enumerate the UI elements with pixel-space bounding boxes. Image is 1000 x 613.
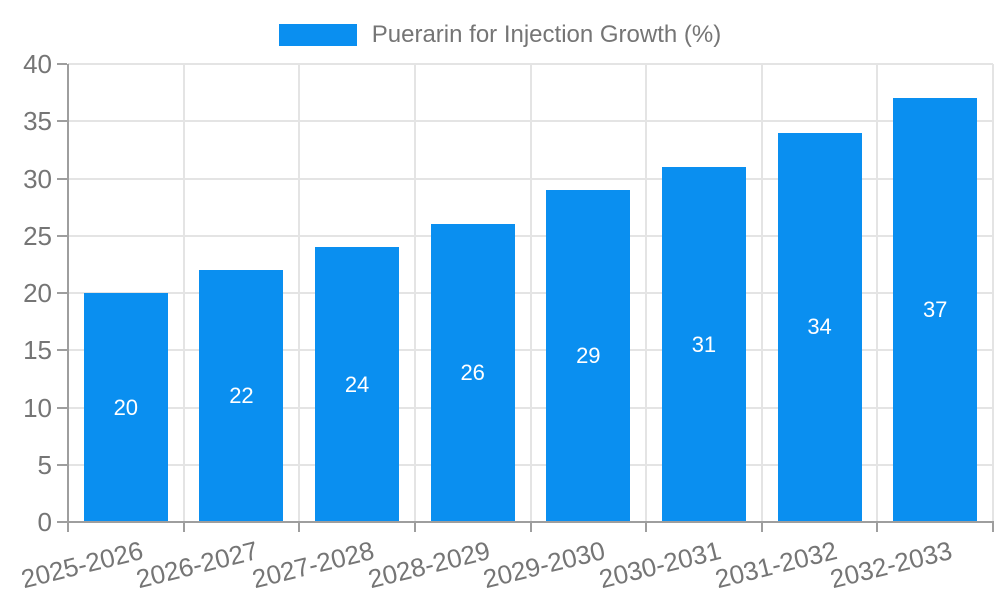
bar-value-label: 24 <box>344 371 370 397</box>
bar[interactable]: 37 <box>893 98 978 522</box>
bar-value-label: 34 <box>807 314 832 340</box>
y-axis-tick <box>57 521 67 523</box>
y-tick-label: 10 <box>23 392 52 423</box>
y-axis-tick <box>57 63 67 65</box>
bar[interactable]: 34 <box>777 132 862 522</box>
gridline-vertical <box>992 64 994 522</box>
x-axis-tick <box>992 522 994 532</box>
gridline-vertical <box>760 64 763 522</box>
bar[interactable]: 26 <box>430 224 515 522</box>
bar[interactable]: 22 <box>199 270 284 522</box>
y-axis-tick <box>57 406 67 409</box>
y-tick-label: 5 <box>37 449 52 480</box>
bar-value-label: 22 <box>229 383 254 409</box>
x-axis-tick <box>413 522 416 532</box>
x-axis-tick <box>529 522 532 532</box>
bar-chart: Puerarin for Injection Growth (%) 20 22 24… <box>0 21 1000 594</box>
y-axis-tick <box>57 234 67 237</box>
bar[interactable]: 31 <box>661 167 746 522</box>
bar-value-label: 26 <box>460 360 485 386</box>
bar-value-label: 37 <box>922 297 948 323</box>
bar-value-label: 20 <box>113 394 139 420</box>
y-axis-tick <box>57 292 67 294</box>
x-axis-tick <box>760 522 763 532</box>
gridline-vertical <box>529 64 532 522</box>
y-axis-tick <box>57 463 67 466</box>
y-axis-tick <box>57 177 67 180</box>
x-axis-tick <box>182 522 185 532</box>
x-axis-tick <box>298 522 301 532</box>
chart-legend: Puerarin for Injection Growth (%) <box>0 21 1000 49</box>
gridline-vertical <box>876 64 879 522</box>
gridline-vertical <box>645 64 648 522</box>
gridline-vertical <box>182 64 185 522</box>
y-tick-label: 35 <box>23 106 52 137</box>
bar-value-label: 29 <box>576 342 601 368</box>
x-axis-tick <box>876 522 879 532</box>
y-tick-label: 0 <box>37 507 52 537</box>
y-axis-line <box>67 64 69 522</box>
y-axis-tick <box>57 349 67 352</box>
bar[interactable]: 29 <box>546 189 631 522</box>
x-axis-tick <box>67 522 69 532</box>
y-axis-tick <box>57 120 67 123</box>
y-tick-label: 40 <box>23 49 52 79</box>
bar[interactable]: 20 <box>83 293 168 522</box>
bar-value-label: 31 <box>691 331 717 357</box>
gridline-vertical <box>298 64 301 522</box>
gridline-vertical <box>413 64 416 522</box>
y-tick-label: 20 <box>23 278 52 308</box>
bar[interactable]: 24 <box>315 247 400 522</box>
legend-swatch <box>278 24 357 46</box>
y-tick-label: 30 <box>23 163 52 194</box>
legend-label: Puerarin for Injection Growth (%) <box>371 21 722 48</box>
y-tick-label: 15 <box>23 335 52 366</box>
x-axis-tick <box>645 522 648 532</box>
y-tick-label: 25 <box>23 220 52 251</box>
